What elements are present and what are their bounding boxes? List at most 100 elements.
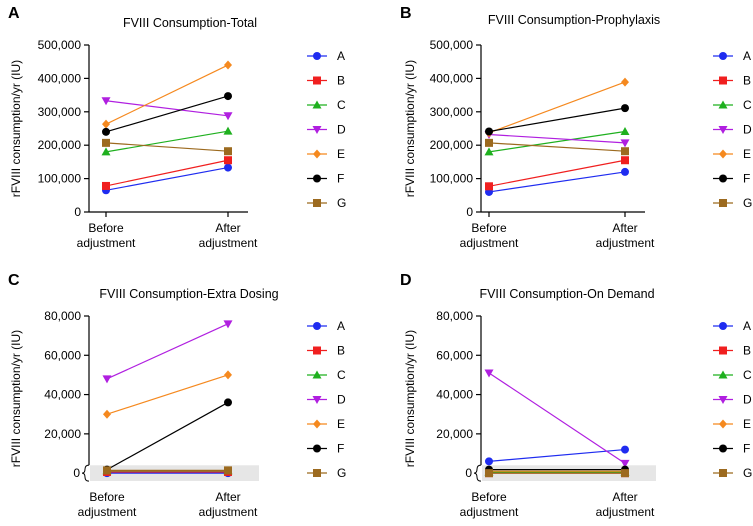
data-point: [224, 92, 232, 101]
panel-letter: B: [400, 5, 412, 22]
panel-letter: D: [400, 272, 412, 289]
series-line: [488, 159, 626, 187]
data-point: [103, 409, 111, 419]
data-point: [101, 147, 111, 156]
legend-label: A: [743, 319, 751, 333]
series-line: [105, 100, 229, 117]
data-point: [224, 370, 232, 380]
legend-label: D: [743, 393, 752, 407]
series-g: [485, 138, 629, 156]
chart-title: FVIII Consumption-Extra Dosing: [99, 287, 278, 301]
data-point: [621, 445, 629, 454]
chart-title: FVIII Consumption-Prophylaxis: [488, 13, 660, 27]
legend-label: F: [337, 172, 344, 186]
y-tick-label: 60,000: [436, 348, 473, 362]
legend-marker: [313, 322, 321, 330]
y-tick-label: 60,000: [44, 348, 81, 362]
legend-marker: [312, 126, 322, 134]
legend-marker: [718, 396, 728, 404]
series-line: [488, 130, 626, 153]
y-axis-label: rFVIII consumption/yr (IU): [9, 330, 23, 467]
legend-label: F: [743, 442, 750, 456]
y-tick-label: 300,000: [430, 105, 474, 119]
y-tick-label: 100,000: [430, 172, 474, 186]
legend-marker: [313, 76, 321, 85]
data-point: [484, 369, 494, 378]
series-line: [488, 81, 626, 134]
legend-marker: [719, 52, 727, 60]
axis-break-mark: [81, 464, 90, 482]
series-a: [485, 445, 629, 466]
legend-label: E: [337, 417, 345, 431]
legend-marker: [312, 370, 322, 379]
legend-label: F: [337, 442, 344, 456]
series-d: [484, 131, 630, 148]
legend-marker: [718, 100, 728, 109]
series-d: [484, 369, 630, 468]
legend-label: G: [743, 466, 752, 480]
legend-marker: [719, 469, 727, 477]
data-point: [621, 147, 629, 156]
series-line: [105, 130, 229, 153]
x-category-label: After adjustment: [199, 221, 258, 250]
y-tick-label: 0: [74, 205, 81, 219]
data-point: [620, 127, 630, 136]
data-point: [102, 127, 110, 136]
y-tick-label: 300,000: [38, 105, 82, 119]
series-f: [102, 92, 232, 136]
series-line: [488, 142, 626, 152]
series-f: [485, 104, 629, 136]
legend-label: B: [337, 74, 345, 88]
data-point: [620, 139, 630, 148]
data-point: [621, 104, 629, 113]
series-c: [101, 126, 233, 156]
legend-label: A: [337, 319, 345, 333]
y-tick-label: 400,000: [38, 71, 82, 85]
y-tick-label: 200,000: [430, 138, 474, 152]
legend-marker: [313, 199, 321, 207]
legend-marker: [313, 444, 321, 453]
y-tick-label: 0: [465, 466, 472, 480]
series-e: [103, 370, 232, 419]
legend-label: B: [337, 344, 345, 358]
legend-label: G: [337, 466, 346, 480]
y-tick-label: 400,000: [430, 71, 474, 85]
panel-c: C FVIII Consumption-Extra Dosing 0 20,000 40…: [8, 272, 346, 519]
series-line: [488, 133, 626, 144]
legend-label: C: [337, 368, 346, 382]
legend-label: D: [337, 393, 346, 407]
series-b: [102, 156, 232, 190]
legend-marker: [312, 396, 322, 404]
legend-label: C: [743, 368, 752, 382]
legend-label: G: [337, 196, 346, 210]
series-d: [101, 97, 233, 121]
data-point: [485, 138, 493, 147]
series-line: [105, 166, 229, 191]
series-line: [105, 95, 229, 133]
legend-marker: [313, 174, 321, 183]
y-axis-label: rFVIII consumption/yr (IU): [403, 330, 417, 467]
y-tick-label: 80,000: [44, 309, 81, 323]
data-point: [485, 182, 493, 191]
legend-marker: [313, 469, 321, 477]
series-line: [105, 159, 229, 187]
data-point: [223, 126, 233, 135]
data-point: [223, 112, 233, 121]
legend-marker: [719, 149, 727, 159]
data-point: [621, 167, 629, 176]
series-g: [103, 466, 232, 475]
data-point: [224, 163, 232, 172]
legend-label: B: [743, 74, 751, 88]
legend-marker: [719, 322, 727, 330]
legend-label: D: [337, 123, 346, 137]
y-tick-label: 40,000: [436, 388, 473, 402]
series-d: [102, 320, 233, 384]
data-point: [102, 119, 110, 129]
panel-letter: C: [8, 272, 20, 289]
data-point: [224, 398, 232, 407]
data-point: [101, 97, 111, 106]
data-point: [224, 60, 232, 70]
panel-d: D FVIII Consumption-On Demand 0 20,000 40,00…: [400, 272, 752, 519]
